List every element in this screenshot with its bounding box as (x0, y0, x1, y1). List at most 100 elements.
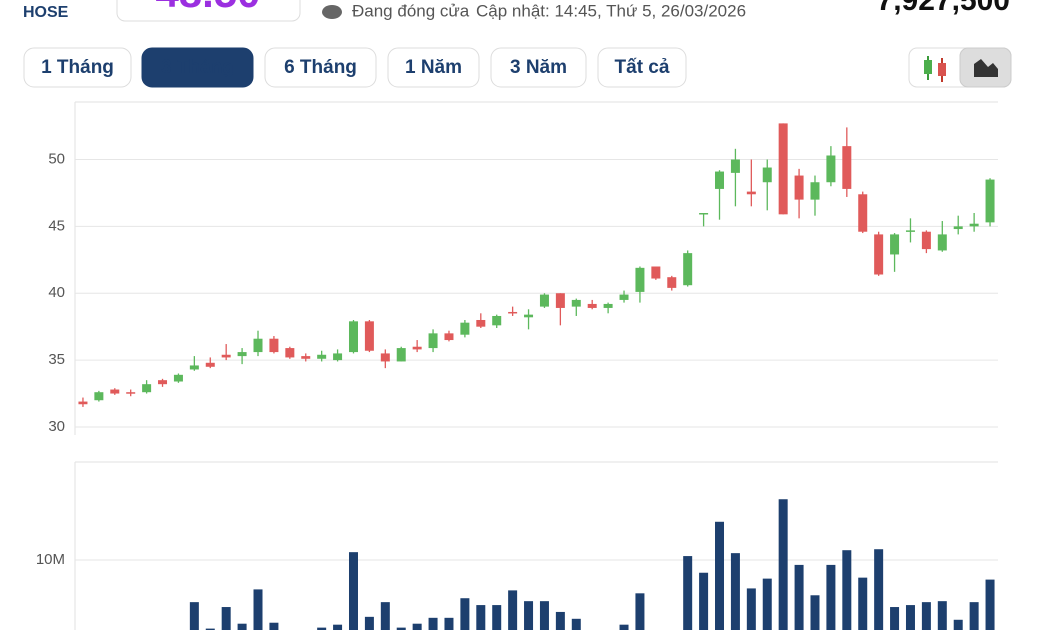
candle-body (253, 338, 263, 353)
volume-bar (905, 605, 915, 630)
candle-body (94, 392, 104, 401)
candle-body (492, 315, 502, 326)
volume-bar (794, 564, 804, 630)
range-button[interactable] (141, 47, 254, 88)
volume-bar (476, 605, 486, 630)
volume-bar (619, 624, 629, 630)
range-button-label: Tất cả (615, 57, 670, 78)
updated: Cập nhật: 14:45, Thứ 5, 26/03/2026 (476, 1, 746, 20)
volume-bar (492, 605, 502, 630)
candle-body (317, 354, 327, 359)
chart-toggle (908, 47, 1012, 88)
y-tick-label: 10M (36, 551, 65, 568)
volume-bar (364, 616, 374, 630)
candle-body (762, 167, 772, 183)
candle-body (842, 146, 852, 189)
candle-body (810, 182, 820, 200)
volume-bar (571, 618, 581, 630)
volume-bar (985, 579, 995, 630)
volume-bar (539, 601, 549, 630)
volume-bar (460, 598, 470, 630)
volume-bar (969, 602, 979, 630)
volume-bar (508, 590, 518, 630)
candle-body (905, 230, 915, 232)
candle-body (985, 179, 995, 223)
candle-body (476, 319, 486, 327)
candle-body (460, 322, 470, 335)
volume-bar (874, 549, 884, 630)
candle-body (683, 253, 693, 286)
volume-bar (826, 564, 836, 630)
range-buttons: 1 Tháng 3 Tháng 6 Tháng 1 Năm 3 Năm Tất cả (23, 47, 687, 88)
volume-bar (524, 601, 534, 630)
range-button[interactable] (23, 47, 132, 88)
volume-bar (333, 624, 343, 630)
range-button[interactable] (490, 47, 587, 88)
volume-bar (189, 602, 199, 630)
candle-body (158, 380, 168, 385)
candle-body (428, 333, 438, 349)
y-tick-label: 50 (48, 150, 65, 167)
candle-body (333, 353, 343, 361)
candle-body (539, 294, 549, 307)
range-button-label: 1 Tháng (41, 57, 114, 78)
volume-bar (921, 602, 931, 630)
range-button[interactable] (387, 47, 480, 88)
y-tick-label: 45 (48, 217, 65, 234)
candle-body (969, 223, 979, 227)
volume-bar (555, 611, 565, 630)
volume-bar (746, 588, 756, 630)
range-button[interactable] (597, 47, 687, 88)
candle-body (587, 303, 597, 308)
volume-bar (858, 577, 868, 630)
candle-body (110, 389, 120, 394)
volume-bar (396, 627, 406, 630)
candle-body (237, 352, 247, 357)
candle-body (269, 338, 279, 353)
icon (974, 59, 998, 77)
candle-body (635, 267, 645, 292)
candle-body (603, 303, 613, 308)
candle-body (78, 401, 88, 405)
candle-body (348, 321, 358, 353)
y-tick-label: 30 (48, 418, 65, 435)
volume-bar (221, 607, 231, 630)
candle-body (826, 155, 836, 183)
candle-body (126, 392, 136, 394)
candle-body (301, 356, 311, 359)
price-box (116, 0, 301, 22)
volume-bar (810, 595, 820, 630)
candle-body (364, 321, 374, 351)
volume-bar (269, 622, 279, 630)
candle-body (380, 353, 390, 362)
y-tick-label: 35 (48, 351, 65, 368)
candle-body (953, 226, 963, 230)
candle-body (508, 311, 518, 314)
candle-body (699, 213, 709, 215)
volume-bar (444, 617, 454, 630)
price: 48.50 (155, 0, 260, 16)
volume-bar (890, 607, 900, 630)
candle-body (874, 234, 884, 275)
status-dot (322, 5, 342, 19)
candle-body (285, 348, 295, 358)
candle-body (173, 374, 183, 382)
volume-bar (937, 601, 947, 630)
candle-body (142, 384, 152, 393)
candle-body (524, 314, 534, 318)
range-button[interactable] (264, 47, 377, 88)
exchange: HOSE (23, 4, 69, 21)
volume-bar (380, 602, 390, 630)
volume-bar (778, 499, 788, 630)
candle-body (667, 277, 677, 288)
candle-body (651, 266, 661, 279)
candle-body (890, 234, 900, 255)
range-button-label: 6 Tháng (284, 57, 357, 78)
candle-body (858, 194, 868, 232)
candle-body (555, 293, 565, 308)
candle-body (189, 365, 199, 370)
volume-bar (762, 578, 772, 630)
volume-bar (348, 552, 358, 630)
candle-body (794, 175, 804, 200)
